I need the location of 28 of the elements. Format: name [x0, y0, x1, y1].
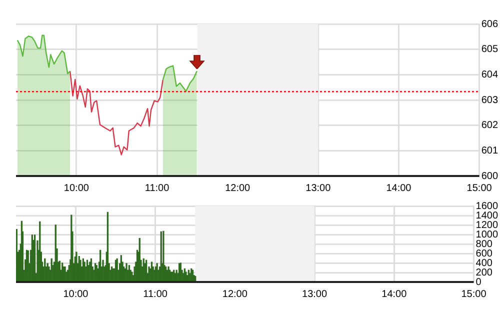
y-tick-label: 200 [476, 267, 493, 278]
x-tick-label: 12:00 [222, 288, 248, 300]
y-tick-label: 606 [481, 18, 498, 30]
y-tick-label: 600 [481, 170, 498, 182]
x-tick-label: 14:00 [386, 182, 412, 194]
y-tick-label: 1400 [476, 210, 498, 222]
x-tick-label: 13:00 [302, 288, 328, 300]
y-tick-label: 1200 [476, 220, 498, 231]
y-tick-label: 605 [481, 44, 498, 56]
x-tick-label: 14:00 [382, 288, 408, 300]
y-tick-label: 604 [481, 69, 498, 80]
y-tick-label: 603 [481, 94, 498, 106]
y-tick-label: 601 [481, 145, 498, 156]
x-tick-label: 13:00 [306, 182, 332, 194]
x-tick-label: 10:00 [63, 288, 89, 300]
y-tick-label: 600 [476, 248, 493, 260]
x-tick-label: 11:00 [144, 182, 170, 194]
x-tick-label: 15:00 [461, 288, 487, 300]
y-tick-label: 1000 [476, 229, 498, 240]
x-tick-label: 11:00 [143, 288, 168, 300]
y-tick-label: 1600 [476, 200, 498, 212]
y-tick-label: 0 [476, 276, 482, 288]
y-tick-label: 800 [476, 238, 493, 250]
x-tick-label: 15:00 [466, 182, 492, 194]
y-tick-label: 400 [476, 258, 493, 269]
y-tick-label: 602 [481, 120, 498, 132]
x-tick-label: 12:00 [225, 182, 251, 194]
x-tick-label: 10:00 [64, 182, 90, 194]
